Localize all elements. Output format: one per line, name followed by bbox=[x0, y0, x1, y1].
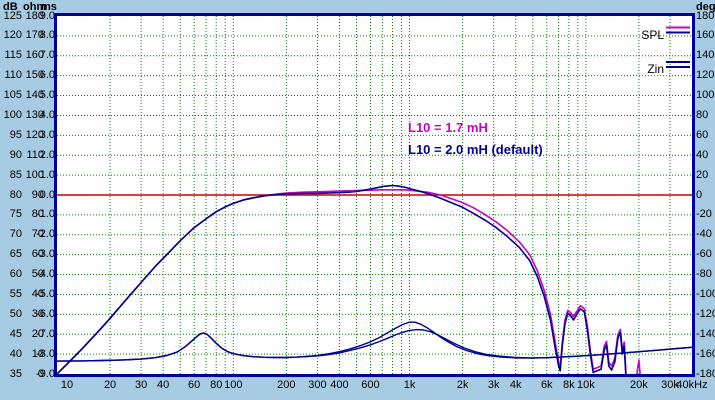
annotation-l10-2_0mh-default: L10 = 2.0 mH (default) bbox=[408, 142, 543, 157]
legend-spl-label: SPL bbox=[641, 28, 664, 42]
left-axis-unit-db: dB bbox=[3, 1, 18, 13]
left-axis-unit-ms: ms bbox=[41, 1, 57, 13]
left-axis-unit-ohm: ohm bbox=[23, 1, 47, 13]
legend-zin-label: Zin bbox=[647, 62, 664, 76]
curve-spl bbox=[57, 184, 627, 374]
curve-zin bbox=[57, 328, 692, 362]
right-axis-unit-deg: deg bbox=[696, 1, 715, 13]
annotation-l10-1_7mh: L10 = 1.7 mH bbox=[408, 120, 488, 135]
